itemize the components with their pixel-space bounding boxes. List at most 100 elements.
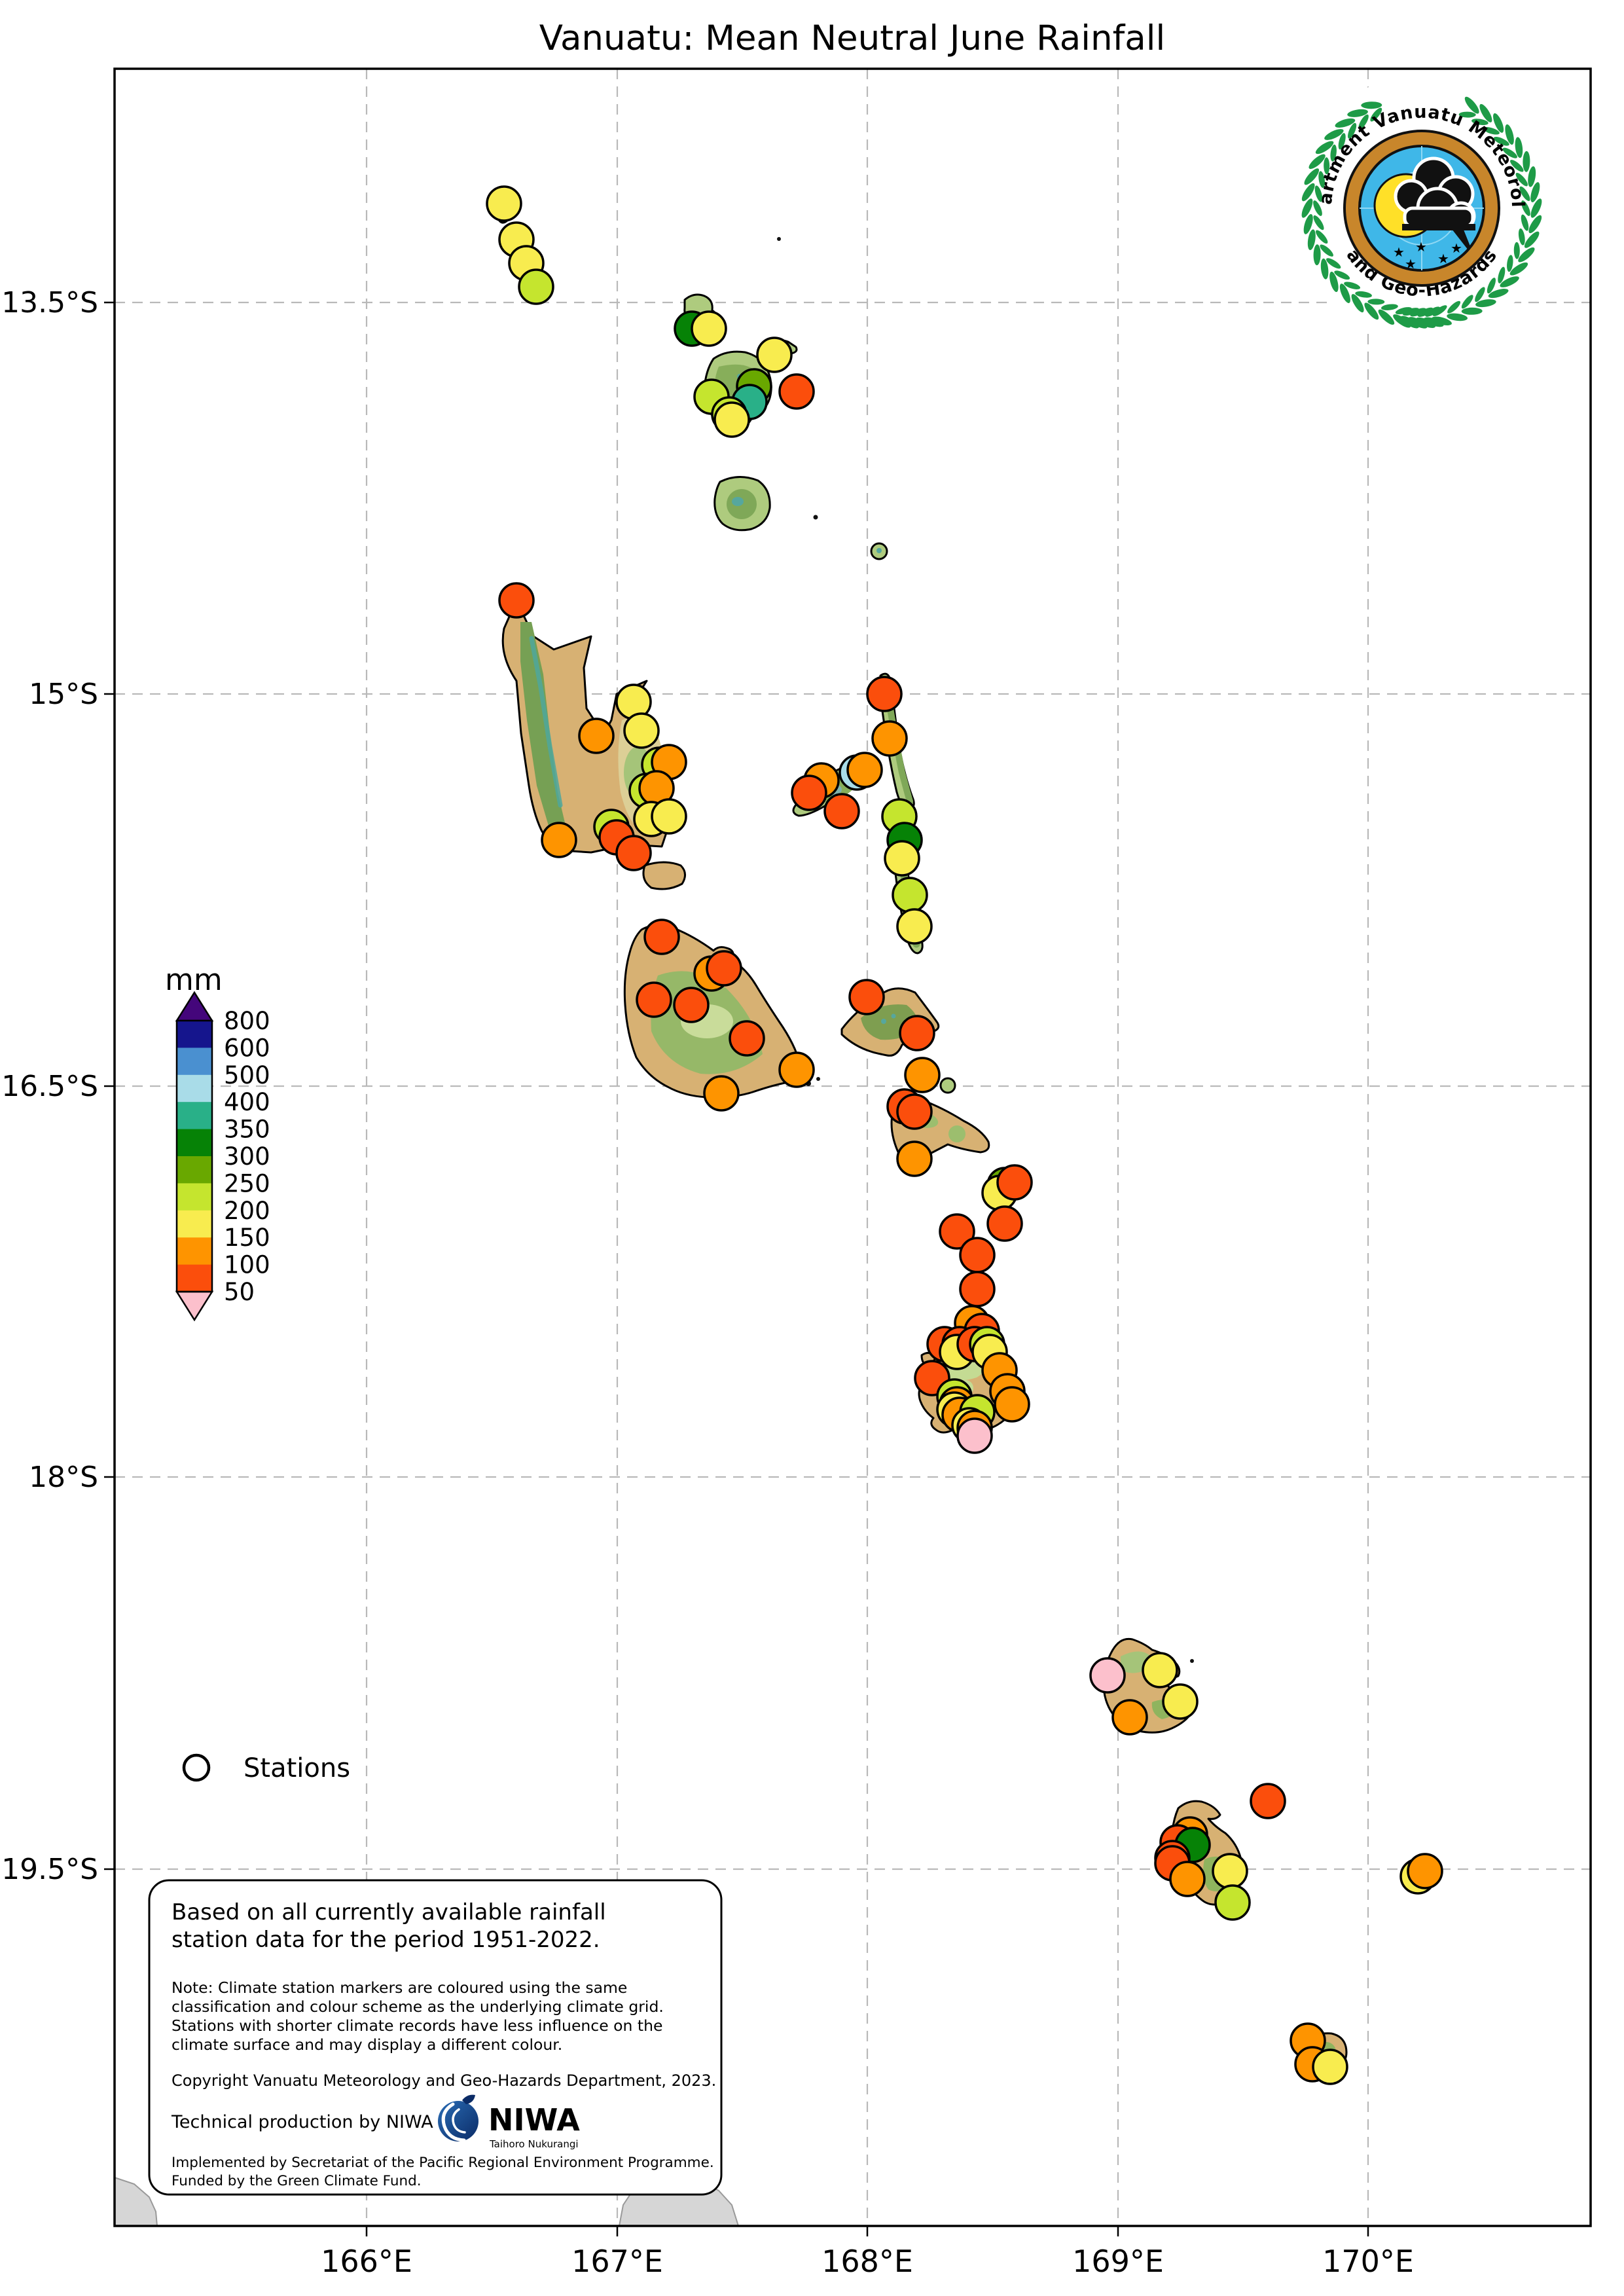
station-marker — [541, 822, 577, 858]
island-lopevi — [939, 1077, 956, 1094]
x-tick-label: 166°E — [321, 2244, 412, 2279]
map-frame — [104, 67, 1592, 2236]
station-marker — [866, 676, 903, 712]
station-marker — [871, 720, 908, 757]
station-marker — [706, 950, 742, 987]
station-marker — [636, 981, 672, 1018]
station-marker — [896, 1140, 933, 1177]
station-legend-icon — [182, 1753, 211, 1782]
colorbar-segment — [177, 1156, 212, 1184]
station-marker — [994, 1386, 1030, 1423]
colorbar-segment — [177, 1237, 212, 1266]
station-marker — [1142, 1652, 1178, 1688]
svg-text:★: ★ — [1451, 240, 1462, 256]
colorbar-tick-label: 100 — [224, 1251, 270, 1279]
station-marker — [1111, 1699, 1148, 1736]
station-marker — [518, 268, 554, 305]
svg-text:★: ★ — [1415, 239, 1427, 255]
infobox-heading-line: station data for the period 1951-2022. — [171, 1927, 600, 1953]
station-marker — [691, 310, 727, 347]
station-marker — [846, 752, 883, 788]
station-marker — [996, 1164, 1033, 1201]
colorbar-segment — [177, 1183, 212, 1211]
islet-merig — [813, 515, 818, 520]
colorbar-arrow-down — [175, 1290, 214, 1322]
station-marker — [848, 979, 885, 1015]
colorbar-segment — [177, 1210, 212, 1238]
station-marker — [956, 1417, 993, 1454]
infobox-note-line: classification and colour scheme as the … — [171, 1997, 664, 2016]
station-marker — [791, 774, 827, 811]
station-marker — [643, 919, 680, 955]
page-title: Vanuatu: Mean Neutral June Rainfall — [539, 18, 1165, 58]
y-tick-label: 13.5°S — [1, 286, 98, 319]
y-tick-label: 19.5°S — [1, 1853, 98, 1886]
station-marker — [959, 1271, 996, 1307]
station-marker — [1212, 1853, 1248, 1889]
infobox-funded: Funded by the Green Climate Fund. — [171, 2173, 422, 2189]
colorbar-segment — [177, 1074, 212, 1102]
info-box: Based on all currently available rainfal… — [148, 1879, 723, 2196]
station-marker — [959, 1237, 996, 1273]
colorbar-segment — [177, 1102, 212, 1130]
stars-icon: ★ ★ ★ ★ ★ — [1393, 239, 1462, 272]
cloud-icon — [1394, 156, 1476, 259]
infobox-copyright: Copyright Vanuatu Meteorology and Geo-Ha… — [171, 2071, 716, 2090]
islet — [1190, 1659, 1194, 1663]
colorbar-tick-label: 400 — [224, 1088, 270, 1116]
gridlines — [115, 69, 1591, 2226]
infobox-note-line: Note: Climate station markers are colour… — [171, 1978, 627, 1997]
station-marker — [986, 1205, 1023, 1242]
station-marker — [1162, 1683, 1199, 1720]
colorbar-tick-label: 350 — [224, 1116, 270, 1144]
y-tick-label: 16.5°S — [1, 1070, 98, 1103]
station-markers — [486, 185, 1443, 2085]
island-malo — [642, 861, 686, 890]
station-marker — [1407, 1853, 1443, 1889]
station-marker — [673, 987, 710, 1023]
colorbar-segment — [177, 1021, 212, 1048]
colorbar-tick-label: 500 — [224, 1061, 270, 1089]
x-tick-label: 170°E — [1322, 2244, 1414, 2279]
colorbar-segment — [177, 1048, 212, 1076]
infobox-implemented: Implemented by Secretariat of the Pacifi… — [171, 2155, 714, 2171]
infobox-technical: Technical production by NIWA — [171, 2112, 433, 2132]
station-marker — [939, 1213, 975, 1250]
svg-text:★: ★ — [1405, 256, 1416, 272]
station-marker — [778, 373, 815, 410]
station-marker — [1250, 1783, 1286, 1819]
x-tick-label: 168°E — [821, 2244, 913, 2279]
infobox-heading-line: Based on all currently available rainfal… — [171, 1899, 606, 1925]
niwa-wordmark: NIWA — [488, 2102, 580, 2138]
colorbar-tick-label: 150 — [224, 1224, 270, 1252]
gray-land — [114, 2176, 158, 2227]
niwa-logo: NIWA Taihoro Nukurangi — [438, 2094, 580, 2150]
station-marker — [615, 835, 652, 871]
station-marker — [904, 1057, 941, 1093]
station-marker — [1312, 2049, 1348, 2085]
station-marker — [896, 1093, 933, 1130]
station-marker — [729, 1020, 765, 1057]
station-marker — [651, 798, 687, 835]
axis-labels: 166°E 167°E 168°E 169°E 170°E 13.5°S 15°… — [1, 286, 1414, 2279]
colorbar-tick-label: 800 — [224, 1007, 270, 1035]
station-marker — [1169, 1861, 1206, 1897]
station-marker — [703, 1075, 740, 1112]
infobox-note-line: climate surface and may display a differ… — [171, 2035, 562, 2054]
colorbar-tick-label: 600 — [224, 1034, 270, 1062]
station-marker — [623, 712, 660, 749]
station-marker — [578, 718, 615, 754]
station-marker — [892, 877, 928, 913]
station-marker — [778, 1051, 815, 1088]
colorbar-segment — [177, 1129, 212, 1157]
colorbar-tick-label: 250 — [224, 1169, 270, 1197]
station-marker — [899, 1015, 935, 1051]
islet-vot-tande — [777, 237, 781, 241]
station-marker — [498, 582, 535, 619]
svg-text:★: ★ — [1437, 251, 1449, 266]
station-marker — [756, 337, 793, 373]
laurel-wreath-icon — [1301, 96, 1542, 329]
